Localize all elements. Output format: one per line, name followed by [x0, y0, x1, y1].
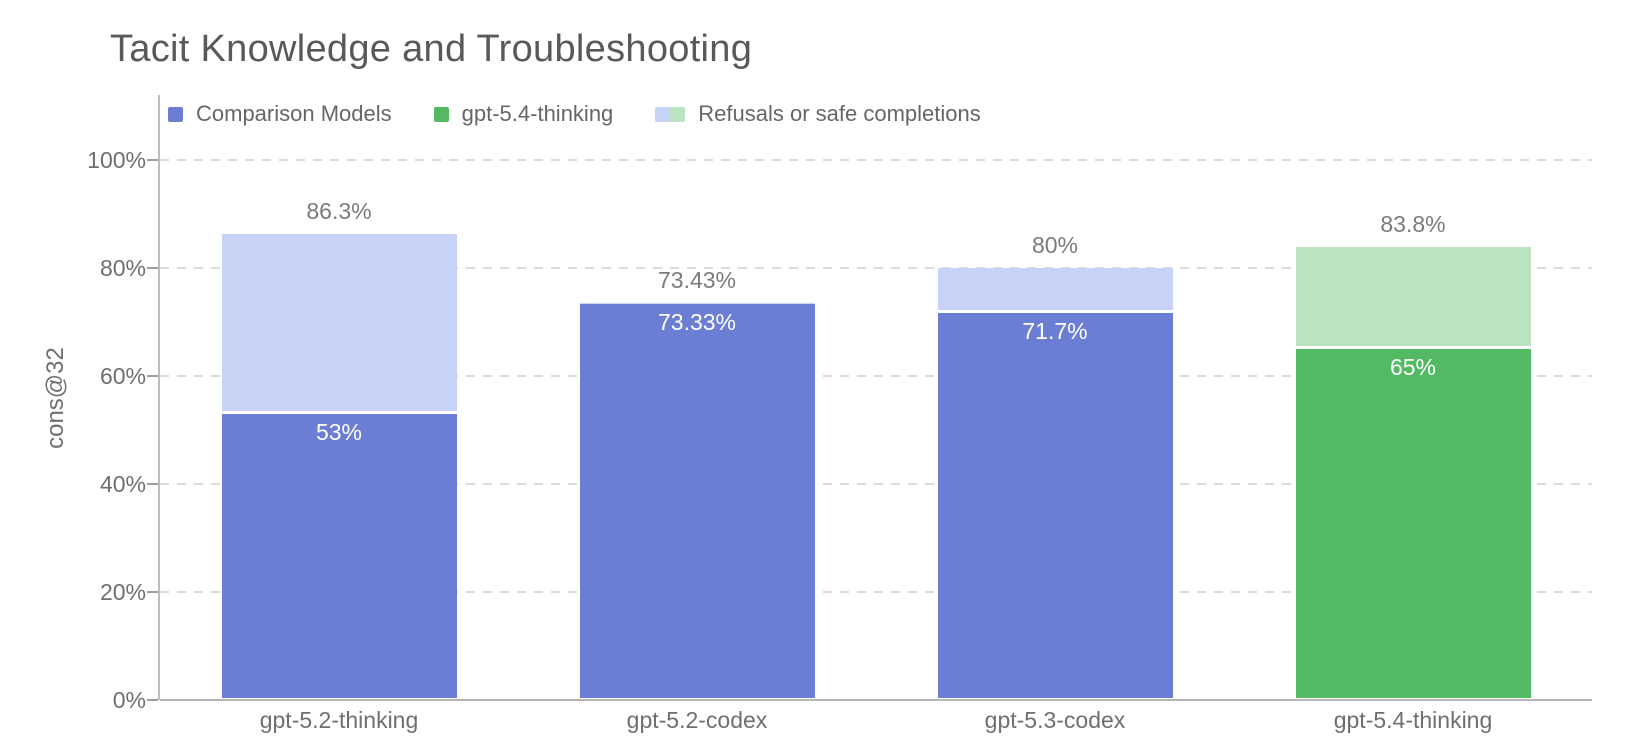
chart-title: Tacit Knowledge and Troubleshooting: [110, 28, 753, 70]
y-tick-label-100: 100%: [87, 146, 146, 173]
legend-item-label: Refusals or safe completions: [698, 101, 981, 126]
bar-total-label: 83.8%: [1380, 211, 1446, 238]
plot-area: 53% 86.3% 73.33% 73.43% 71.7% 80% 65% 83.8%: [147, 95, 1592, 701]
x-tick-label-gpt-5.3-codex: gpt-5.3-codex: [984, 707, 1126, 733]
gridline-60: [160, 374, 1592, 377]
bar-value-label: 53%: [315, 418, 363, 445]
bar-gpt-5.4-thinking-refusal[interactable]: [1295, 247, 1531, 349]
y-tick-mark-0: [147, 699, 158, 701]
bar-gpt-5.2-codex-refusal[interactable]: [579, 303, 815, 304]
gridline-20: [160, 590, 1592, 593]
x-tick-label-gpt-5.4-thinking: gpt-5.4-thinking: [1333, 707, 1493, 733]
y-tick-mark-80: [147, 266, 158, 269]
y-tick-label-20: 20%: [99, 578, 146, 605]
y-tick-mark-100: [147, 158, 158, 161]
bar-gpt-5.4-thinking-base[interactable]: [1295, 348, 1531, 698]
bar-value-label: 65%: [1389, 353, 1437, 380]
x-tick-label-gpt-5.2-codex: gpt-5.2-codex: [626, 707, 768, 733]
bar-gpt-5.2-thinking-base[interactable]: [221, 413, 457, 698]
gridline-100: [160, 158, 1592, 161]
legend-item-2[interactable]: gpt-5.4-thinking: [433, 101, 614, 127]
gridline-80: [160, 266, 1592, 269]
legend-swatch: [433, 106, 449, 122]
legend-item-label: gpt-5.4-thinking: [461, 101, 614, 126]
legend-swatch: [655, 106, 686, 122]
bar-value-label: 71.7%: [1022, 317, 1088, 344]
x-tick-label-gpt-5.2-thinking: gpt-5.2-thinking: [259, 707, 419, 733]
bar-total-label: 80%: [1031, 231, 1079, 258]
legend-item-3[interactable]: Refusals or safe completions: [655, 101, 981, 127]
legend-swatch: [168, 106, 183, 122]
bar-gpt-5.2-codex-base[interactable]: [579, 303, 815, 698]
legend: Comparison Models gpt-5.4-thinking Refusal…: [168, 101, 981, 127]
legend-item-label: Comparison Models: [196, 101, 392, 126]
gridline-0: [160, 699, 1592, 701]
y-axis-line: [158, 95, 160, 700]
bar-value-label: 73.33%: [657, 308, 736, 335]
y-tick-label-40: 40%: [99, 470, 146, 497]
y-tick-label-60: 60%: [99, 362, 146, 389]
y-tick-mark-60: [147, 374, 158, 377]
y-tick-label-80: 80%: [99, 254, 146, 281]
bar-total-label: 86.3%: [306, 197, 372, 224]
bar-total-label: 73.43%: [657, 267, 736, 294]
legend-item-1[interactable]: Comparison Models: [168, 101, 392, 127]
y-tick-label-0: 0%: [112, 687, 146, 713]
y-tick-mark-40: [147, 482, 158, 485]
y-tick-mark-20: [147, 590, 158, 593]
gridline-40: [160, 482, 1592, 485]
bar-gpt-5.3-codex-base[interactable]: [937, 312, 1173, 698]
bar-gpt-5.3-codex-refusal[interactable]: [937, 267, 1173, 313]
bar-gpt-5.2-thinking-refusal[interactable]: [221, 233, 457, 414]
